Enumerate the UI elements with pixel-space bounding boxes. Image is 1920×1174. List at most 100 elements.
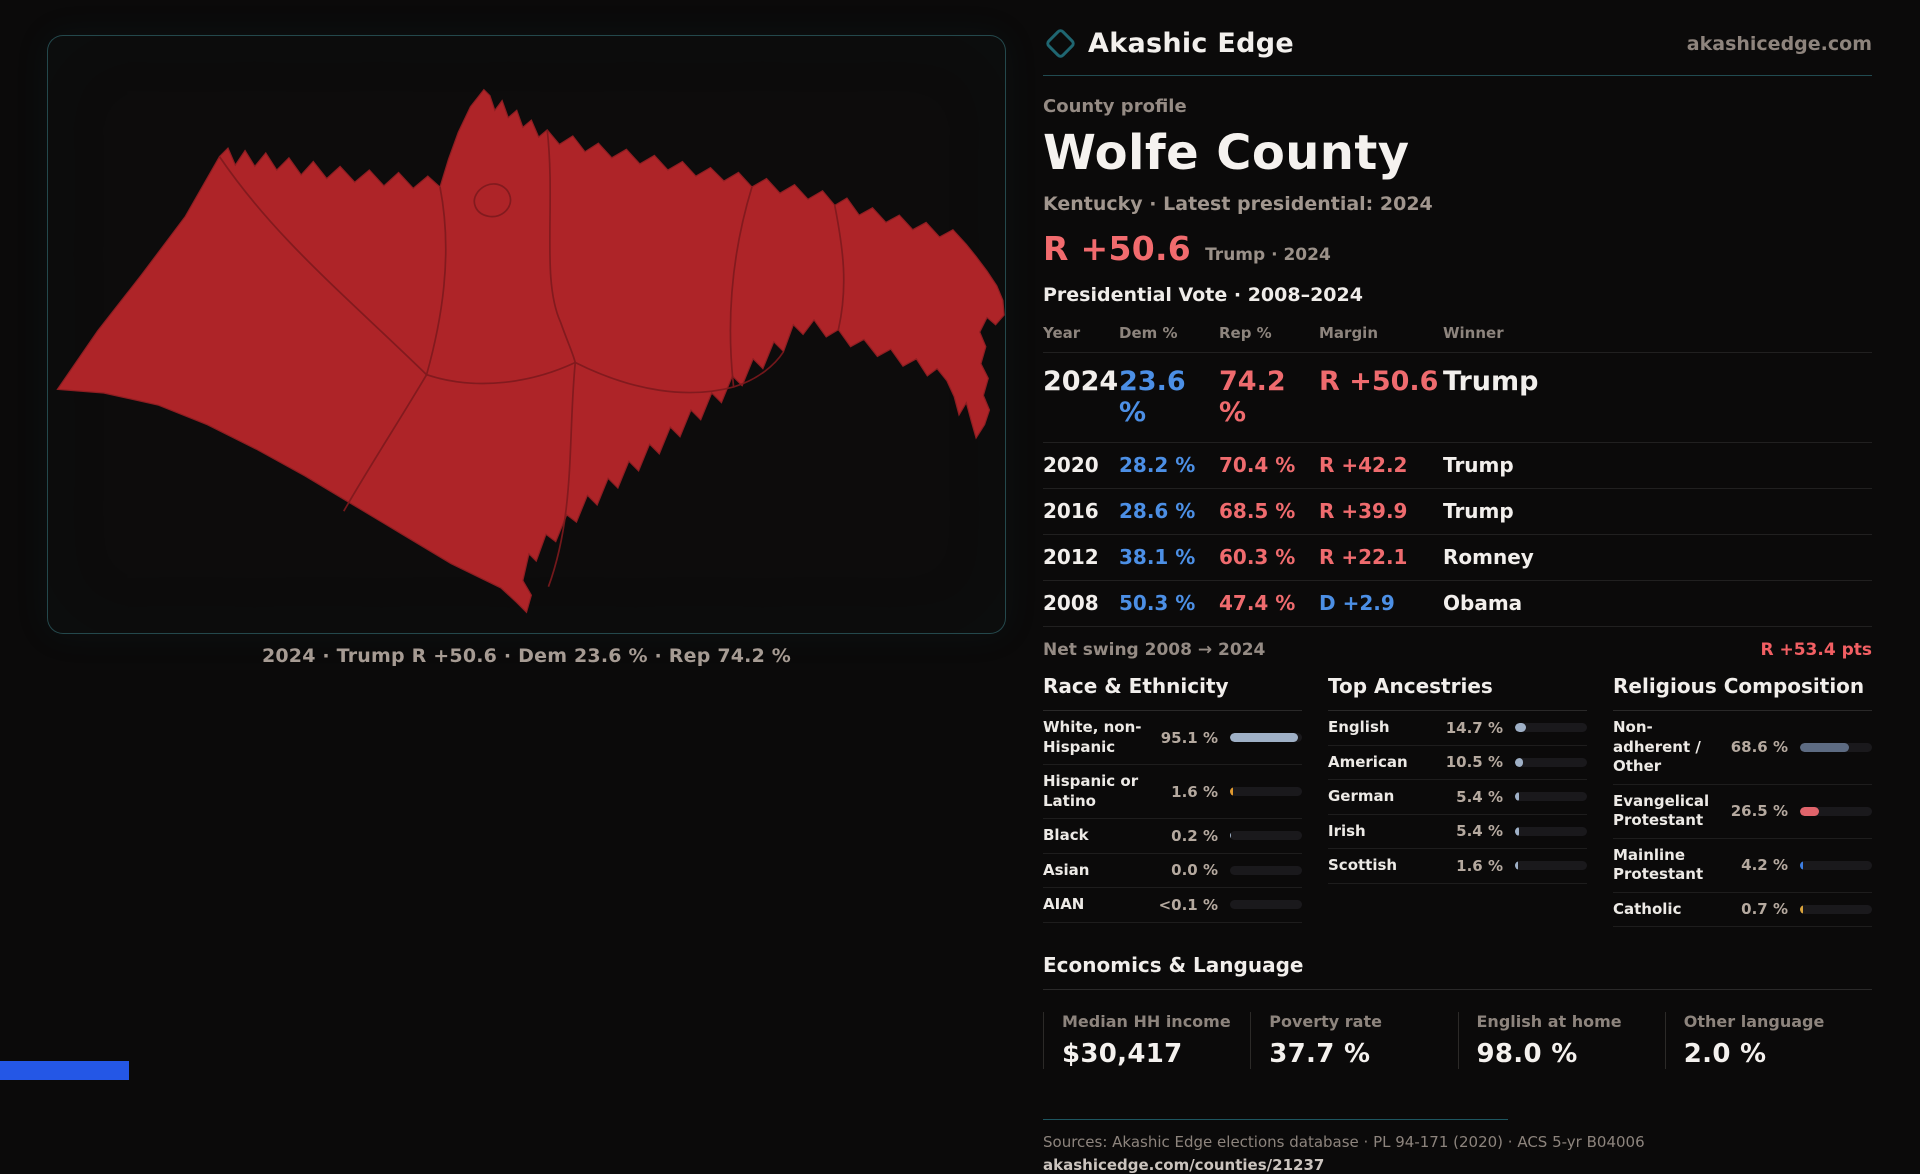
stat-label: Evangelical Protestant <box>1613 792 1723 831</box>
vote-dem-pct: 23.6 % <box>1119 366 1219 428</box>
stat-label: White, non-Hispanic <box>1043 718 1153 757</box>
vote-dem-pct: 28.2 % <box>1119 453 1219 477</box>
econ-stat-label: Median HH income <box>1062 1012 1250 1031</box>
vote-rep-pct: 68.5 % <box>1219 499 1319 523</box>
stat-bar <box>1515 758 1587 767</box>
stat-bar-fill <box>1515 758 1523 767</box>
stat-bar <box>1515 861 1587 870</box>
stat-value: 10.5 % <box>1446 753 1503 771</box>
vote-dem-pct: 50.3 % <box>1119 591 1219 615</box>
stat-bar <box>1800 807 1872 816</box>
vote-rep-pct: 60.3 % <box>1219 545 1319 569</box>
stat-value: 95.1 % <box>1161 729 1218 747</box>
stat-bar-fill <box>1800 905 1803 914</box>
vote-dem-pct: 38.1 % <box>1119 545 1219 569</box>
headline-margin-value: R +50.6 <box>1043 229 1191 268</box>
stat-label: American <box>1328 753 1438 773</box>
economics-grid: Median HH income $30,417 Poverty rate 37.7 … <box>1043 1012 1872 1069</box>
stat-bar <box>1800 905 1872 914</box>
net-swing-label: Net swing 2008 → 2024 <box>1043 640 1265 660</box>
vote-table-title: Presidential Vote · 2008–2024 <box>1043 284 1872 306</box>
econ-stat-english-at-home: English at home 98.0 % <box>1458 1012 1665 1069</box>
county-map-card <box>47 35 1006 634</box>
vote-year: 2008 <box>1043 591 1119 615</box>
footer-permalink[interactable]: akashicedge.com/counties/21237 <box>1043 1156 1872 1174</box>
bottom-left-blue-bar <box>0 1061 129 1080</box>
stat-bar <box>1515 723 1587 732</box>
page-subtitle: Kentucky · Latest presidential: 2024 <box>1043 193 1872 215</box>
stat-bar <box>1515 792 1587 801</box>
stat-label: Black <box>1043 826 1154 846</box>
net-swing-row: Net swing 2008 → 2024 R +53.4 pts <box>1043 627 1872 660</box>
econ-stat-value: 37.7 % <box>1269 1039 1457 1069</box>
stat-label: AIAN <box>1043 895 1151 915</box>
page-footer: Sources: Akashic Edge elections database… <box>1043 1119 1872 1174</box>
econ-stat-label: Other language <box>1684 1012 1872 1031</box>
econ-stat-value: $30,417 <box>1062 1039 1250 1069</box>
brand-domain-link[interactable]: akashicedge.com <box>1687 33 1872 55</box>
stat-row: American 10.5 % <box>1328 746 1587 781</box>
stat-value: 5.4 % <box>1447 788 1503 806</box>
vote-col-header-winner: Winner <box>1443 324 1872 342</box>
stat-label: Catholic <box>1613 900 1724 920</box>
stat-value: <0.1 % <box>1159 896 1218 914</box>
stat-value: 4.2 % <box>1732 856 1788 874</box>
stat-bar <box>1230 900 1302 909</box>
net-swing-value: R +53.4 pts <box>1760 640 1872 660</box>
econ-stat-label: Poverty rate <box>1269 1012 1457 1031</box>
vote-col-header-margin: Margin <box>1319 324 1443 342</box>
county-shape <box>57 90 1004 613</box>
stat-label: Scottish <box>1328 856 1439 876</box>
vote-year: 2016 <box>1043 499 1119 523</box>
stat-row: Mainline Protestant 4.2 % <box>1613 839 1872 893</box>
stat-row: AIAN <0.1 % <box>1043 888 1302 923</box>
vote-dem-pct: 28.6 % <box>1119 499 1219 523</box>
stat-label: Mainline Protestant <box>1613 846 1724 885</box>
stat-value: 1.6 % <box>1162 783 1218 801</box>
stat-row: Evangelical Protestant 26.5 % <box>1613 785 1872 839</box>
stat-label: Hispanic or Latino <box>1043 772 1154 811</box>
stat-value: 5.4 % <box>1447 822 1503 840</box>
brand-name: Akashic Edge <box>1088 28 1294 59</box>
stat-bar <box>1800 861 1872 870</box>
county-map <box>48 36 1005 633</box>
vote-col-header-dem: Dem % <box>1119 324 1219 342</box>
econ-stat-label: English at home <box>1477 1012 1665 1031</box>
economics-title: Economics & Language <box>1043 953 1872 990</box>
econ-stat-value: 98.0 % <box>1477 1039 1665 1069</box>
headline-margin-row: R +50.6 Trump · 2024 <box>1043 229 1872 268</box>
vote-margin: R +50.6 <box>1319 366 1443 397</box>
stat-bar <box>1515 827 1587 836</box>
vote-rep-pct: 70.4 % <box>1219 453 1319 477</box>
vote-col-header-rep: Rep % <box>1219 324 1319 342</box>
stat-label: Irish <box>1328 822 1439 842</box>
stat-bar <box>1230 733 1302 742</box>
stat-bar-fill <box>1800 743 1849 752</box>
stat-bar <box>1230 831 1302 840</box>
econ-stat-median-hh-income: Median HH income $30,417 <box>1043 1012 1250 1069</box>
footer-sources: Sources: Akashic Edge elections database… <box>1043 1133 1872 1151</box>
stat-bar-fill <box>1515 792 1519 801</box>
stat-value: 68.6 % <box>1731 738 1788 756</box>
stat-bar <box>1230 866 1302 875</box>
page-title: Wolfe County <box>1043 125 1872 181</box>
stat-value: 26.5 % <box>1731 802 1788 820</box>
brand-lockup: Akashic Edge <box>1043 28 1294 59</box>
vote-margin: R +42.2 <box>1319 453 1443 477</box>
vote-rep-pct: 74.2 % <box>1219 366 1319 428</box>
stat-bar-fill <box>1230 733 1298 742</box>
headline-margin-note: Trump · 2024 <box>1205 245 1331 265</box>
stat-bar-fill <box>1515 723 1526 732</box>
stat-value: 0.0 % <box>1162 861 1218 879</box>
vote-year: 2012 <box>1043 545 1119 569</box>
